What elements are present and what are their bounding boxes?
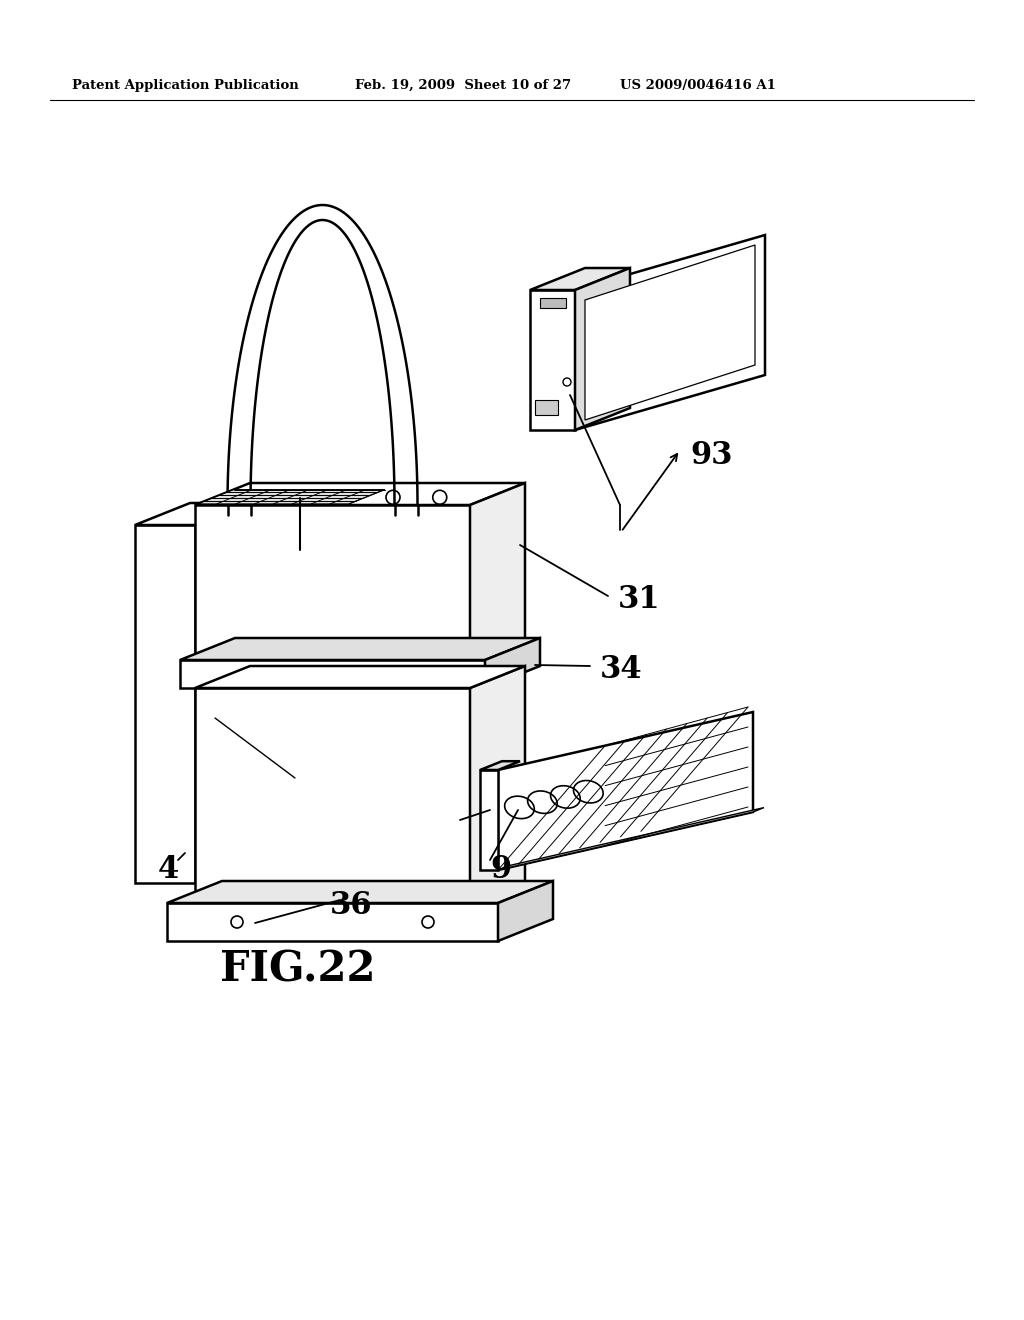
Text: 36: 36	[330, 890, 373, 920]
Text: 4: 4	[158, 854, 179, 886]
Polygon shape	[140, 535, 195, 873]
Polygon shape	[180, 660, 485, 688]
Polygon shape	[135, 525, 195, 883]
Text: 34: 34	[600, 655, 643, 685]
Polygon shape	[575, 268, 630, 430]
Polygon shape	[540, 298, 565, 308]
Polygon shape	[195, 667, 525, 688]
Polygon shape	[195, 483, 525, 506]
Text: Patent Application Publication: Patent Application Publication	[72, 78, 299, 91]
Polygon shape	[167, 903, 498, 941]
Text: 93: 93	[690, 440, 732, 470]
Polygon shape	[470, 667, 525, 903]
Text: Feb. 19, 2009  Sheet 10 of 27: Feb. 19, 2009 Sheet 10 of 27	[355, 78, 571, 91]
Polygon shape	[140, 513, 250, 535]
Text: FIG.22: FIG.22	[220, 949, 376, 991]
Polygon shape	[195, 506, 470, 660]
Polygon shape	[530, 268, 630, 290]
Text: US 2009/0046416 A1: US 2009/0046416 A1	[620, 78, 776, 91]
Polygon shape	[535, 400, 558, 414]
Polygon shape	[480, 762, 520, 770]
Text: 31: 31	[618, 585, 660, 615]
Polygon shape	[530, 290, 575, 430]
Polygon shape	[198, 490, 385, 504]
Polygon shape	[180, 638, 540, 660]
Polygon shape	[167, 880, 553, 903]
Polygon shape	[485, 638, 540, 688]
Polygon shape	[585, 246, 755, 420]
Polygon shape	[195, 688, 470, 903]
Polygon shape	[480, 770, 498, 870]
Polygon shape	[498, 880, 553, 941]
Polygon shape	[498, 711, 753, 870]
Polygon shape	[470, 483, 525, 660]
Polygon shape	[498, 808, 764, 870]
Text: 9: 9	[490, 854, 511, 886]
Polygon shape	[135, 503, 250, 525]
Polygon shape	[575, 235, 765, 430]
